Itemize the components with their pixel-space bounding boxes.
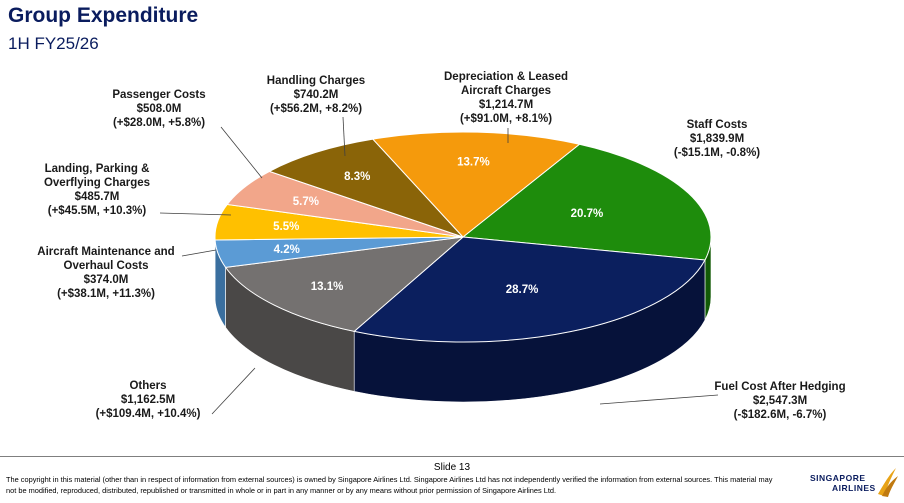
percent-label-depreciation-leased-aircraft-charges: 13.7% xyxy=(457,157,490,169)
callout-others: Others $1,162.5M (+$109.4M, +10.4%) xyxy=(96,380,201,420)
page-subtitle: 1H FY25/26 xyxy=(8,34,99,53)
callout-amount: $1,162.5M xyxy=(121,394,175,406)
callout-name: Aircraft Charges xyxy=(461,85,551,97)
callout-name: Landing, Parking & xyxy=(45,163,150,175)
callout-name: Depreciation & Leased xyxy=(444,71,568,83)
slice-staff-costs xyxy=(461,143,712,261)
slice-handling-charges xyxy=(268,138,464,238)
callout-passenger-costs: Passenger Costs $508.0M (+$28.0M, +5.8%) xyxy=(112,89,205,129)
callout-name: Handling Charges xyxy=(267,75,365,87)
slice-fuel-cost-after-hedging xyxy=(353,236,706,343)
percent-label-landing-parking-overflying-charges: 5.5% xyxy=(273,221,299,233)
copyright-notice: The copyright in this material (other th… xyxy=(6,474,806,496)
callout-name: Overflying Charges xyxy=(44,177,150,189)
callout-handling-charges: Handling Charges $740.2M (+$56.2M, +8.2%) xyxy=(267,75,365,115)
percent-label-handling-charges: 8.3% xyxy=(344,171,370,183)
callout-name: Fuel Cost After Hedging xyxy=(714,381,845,393)
callout-name: Passenger Costs xyxy=(112,89,205,101)
slide-number: Slide 13 xyxy=(433,462,471,473)
slice-others xyxy=(224,236,465,332)
callout-amount: $508.0M xyxy=(137,103,182,115)
kris-bird-icon xyxy=(878,468,898,497)
percent-label-staff-costs: 20.7% xyxy=(571,208,604,220)
callout-labels: Staff Costs $1,839.9M (-$15.1M, -0.8%) Fuel… xyxy=(37,71,845,421)
callout-change: (+$45.5M, +10.3%) xyxy=(48,205,147,217)
callout-depreciation-leased-aircraft-charges: Depreciation & Leased Aircraft Charges $1,… xyxy=(444,71,568,125)
callout-change: (-$182.6M, -6.7%) xyxy=(734,409,827,421)
callout-name: Overhaul Costs xyxy=(64,260,149,272)
footer-divider xyxy=(0,456,904,457)
percent-label-passenger-costs: 5.7% xyxy=(293,196,319,208)
callout-aircraft-maintenance-and-overhaul-costs: Aircraft Maintenance and Overhaul Costs $3… xyxy=(37,246,174,300)
callout-name: Aircraft Maintenance and xyxy=(37,246,174,258)
callout-amount: $740.2M xyxy=(294,89,339,101)
copyright-line-1: The copyright in this material (other th… xyxy=(6,475,773,484)
pie-top-faces xyxy=(214,131,712,343)
percent-label-others: 13.1% xyxy=(311,281,344,293)
callout-amount: $374.0M xyxy=(84,274,129,286)
callout-change: (+$109.4M, +10.4%) xyxy=(96,408,201,420)
callout-fuel-cost-after-hedging: Fuel Cost After Hedging $2,547.3M (-$182.6… xyxy=(714,381,845,421)
callout-amount: $1,214.7M xyxy=(479,99,533,111)
logo-text-line-2: AIRLINES xyxy=(832,483,876,493)
callout-change: (+$56.2M, +8.2%) xyxy=(270,103,362,115)
percent-label-fuel-cost-after-hedging: 28.7% xyxy=(506,284,539,296)
callout-change: (-$15.1M, -0.8%) xyxy=(674,147,760,159)
slice-depreciation-leased-aircraft-charges xyxy=(371,131,581,238)
page-title: Group Expenditure xyxy=(8,4,199,27)
leader-line-handling-charges xyxy=(342,116,346,157)
leader-line-aircraft-maintenance-and-overhaul-costs xyxy=(181,249,217,257)
callout-name: Others xyxy=(129,380,166,392)
callout-landing-parking-overflying-charges: Landing, Parking & Overflying Charges $485… xyxy=(44,163,150,217)
callout-name: Staff Costs xyxy=(687,119,748,131)
callout-change: (+$28.0M, +5.8%) xyxy=(113,117,205,129)
leader-line-landing-parking-overflying-charges xyxy=(159,212,232,216)
callout-amount: $485.7M xyxy=(75,191,120,203)
expenditure-pie-chart: 20.7%28.7%13.1%4.2%5.5%5.7%8.3%13.7%Staf… xyxy=(37,71,845,421)
percent-label-aircraft-maintenance-and-overhaul-costs: 4.2% xyxy=(274,244,300,256)
leader-line-passenger-costs xyxy=(220,126,263,179)
logo-text-line-1: SINGAPORE xyxy=(810,473,866,483)
callout-change: (+$38.1M, +11.3%) xyxy=(57,288,155,300)
slice-percent-labels: 20.7% 28.7% 13.1% 4.2% 5.5% 5.7% 8.3% 13.7% xyxy=(273,157,603,297)
leader-line-others xyxy=(211,367,256,415)
callout-amount: $2,547.3M xyxy=(753,395,807,407)
callout-change: (+$91.0M, +8.1%) xyxy=(460,113,552,125)
callout-staff-costs: Staff Costs $1,839.9M (-$15.1M, -0.8%) xyxy=(674,119,760,159)
copyright-line-2: not be modified, reproduced, distributed… xyxy=(6,486,557,495)
leader-line-fuel-cost-after-hedging xyxy=(599,394,719,405)
singapore-airlines-logo: SINGAPORE AIRLINES xyxy=(810,466,900,498)
callout-amount: $1,839.9M xyxy=(690,133,744,145)
